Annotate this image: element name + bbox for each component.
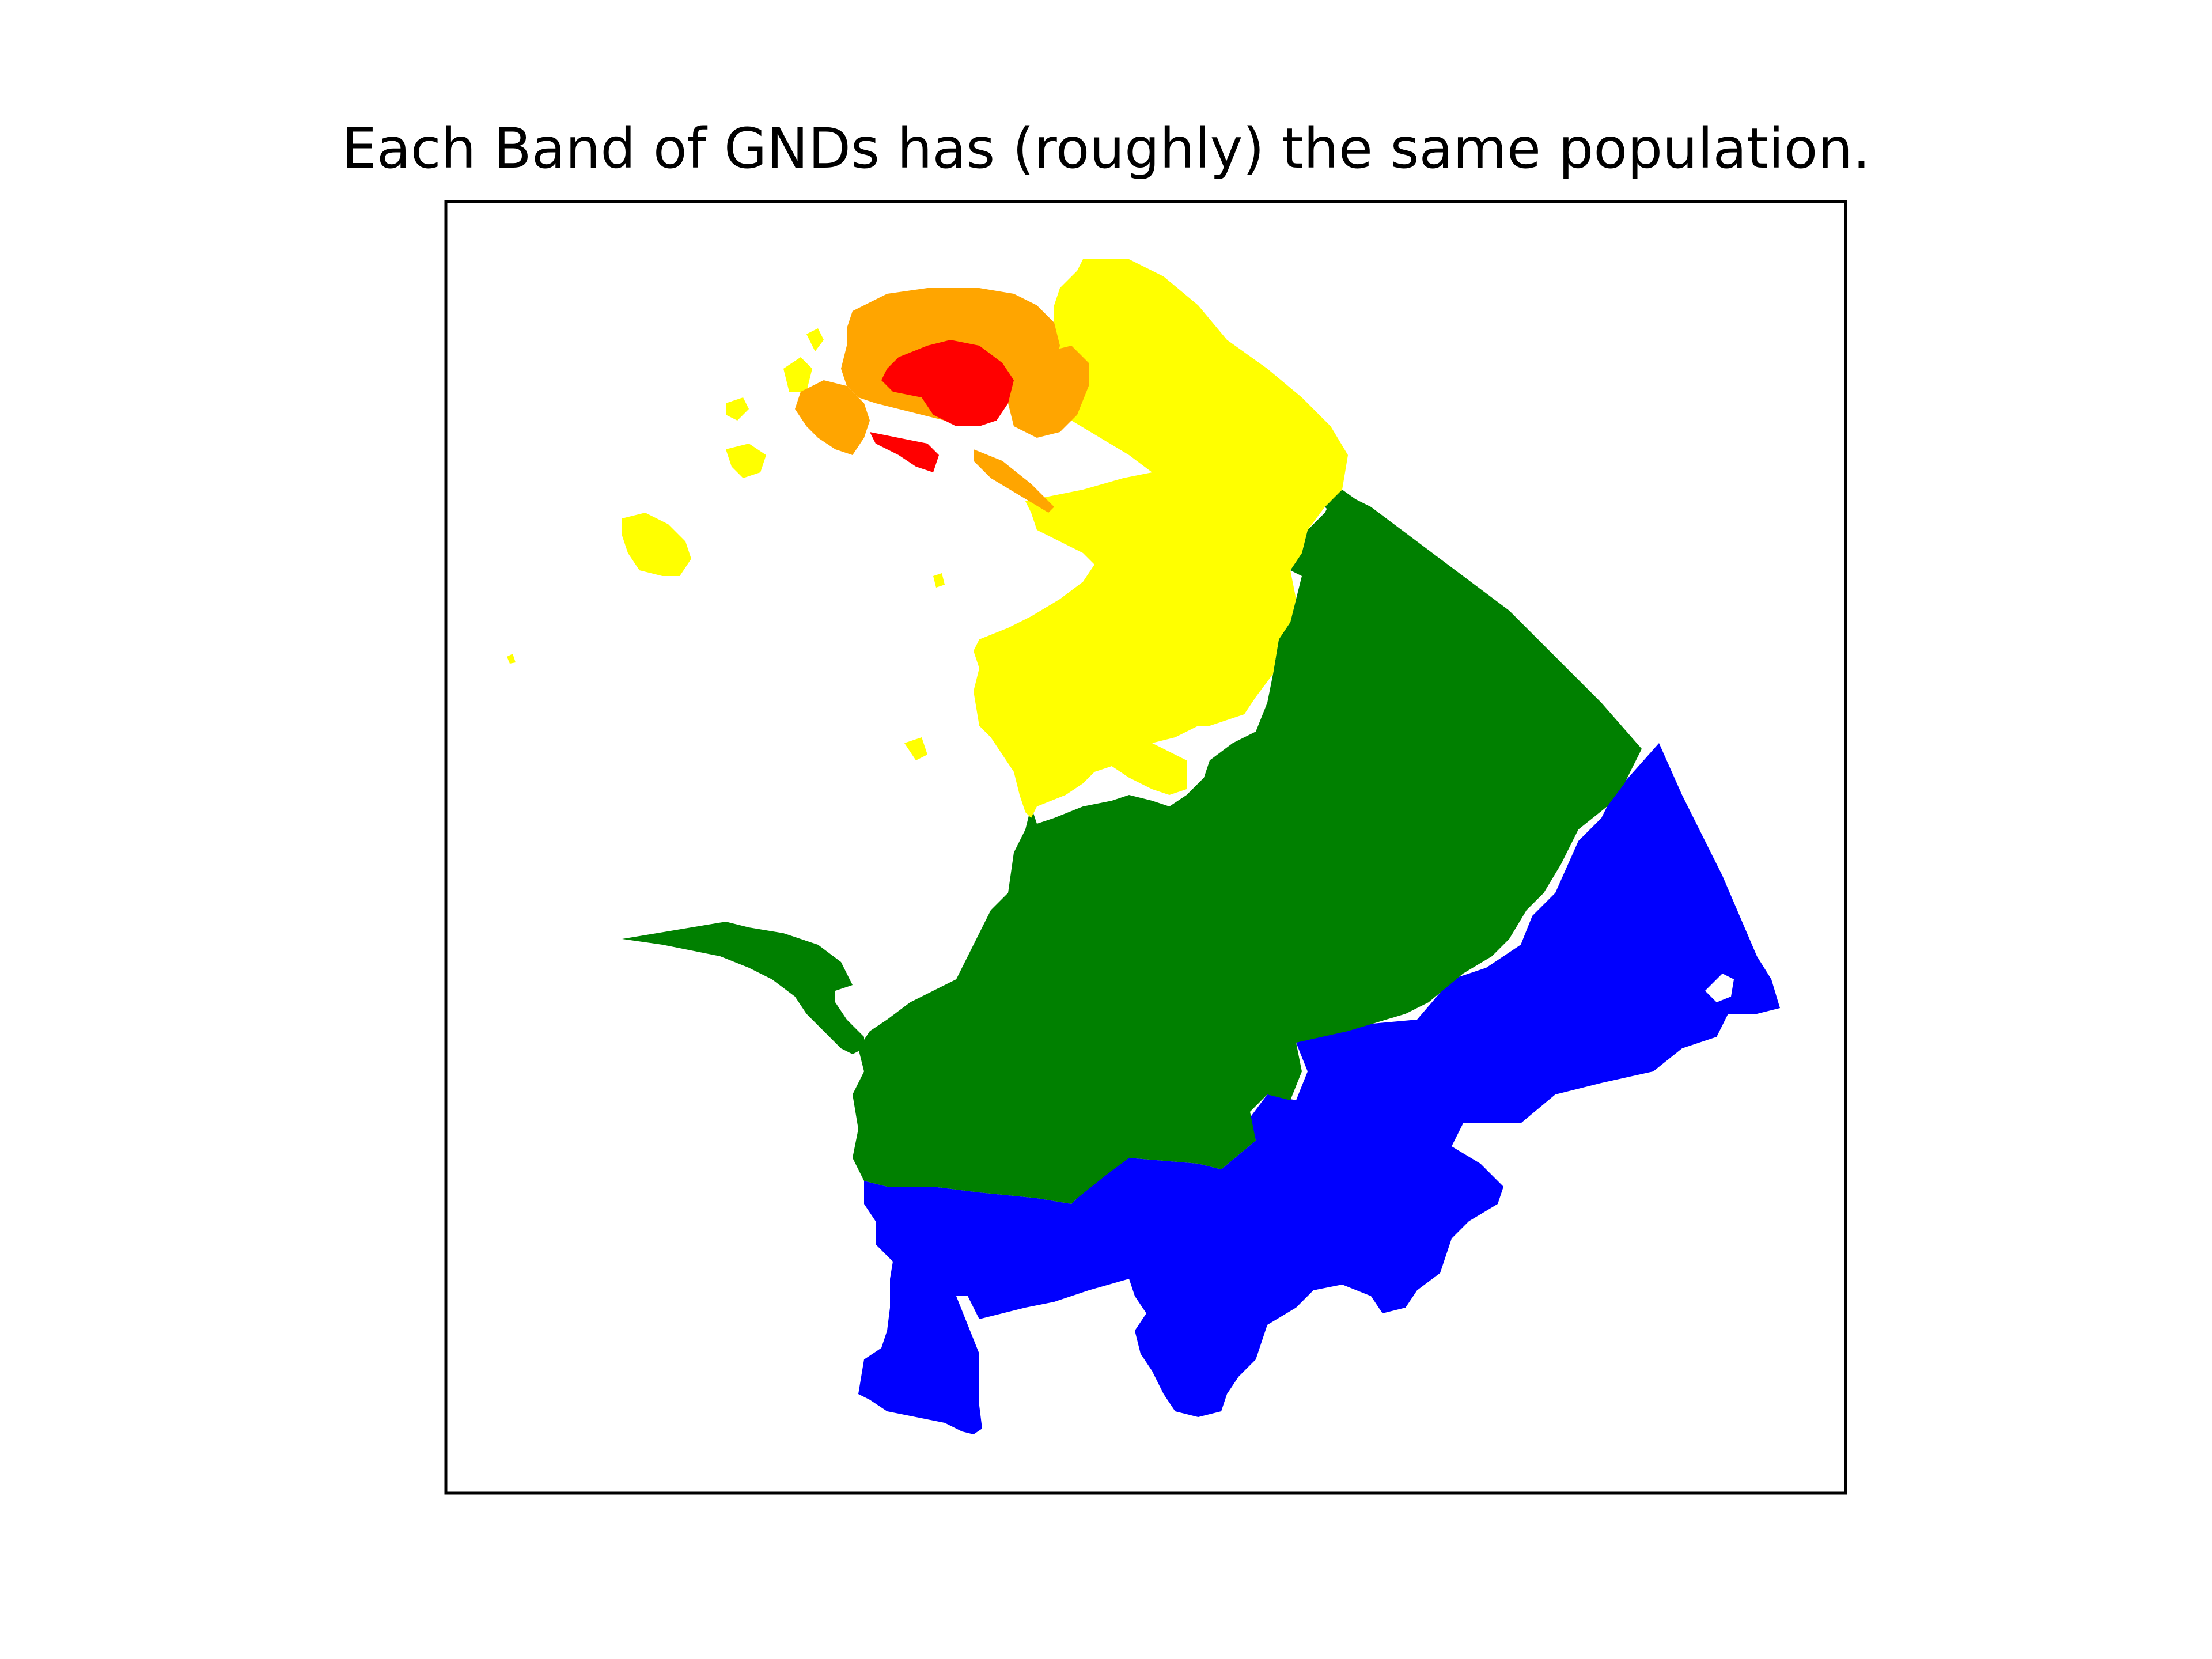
band-blue [858,743,1780,1434]
band-yellow-islet-2 [783,357,812,392]
band-red [870,340,1014,472]
band-orange-east [1008,346,1089,438]
band-yellow-islet-5 [507,654,516,664]
band-yellow-islet-1 [726,444,766,478]
band-red-south [870,432,939,472]
band-red-core [881,340,1014,426]
band-green-spit [622,922,864,1054]
band-yellow-islet-4 [904,737,927,760]
band-green-strip [1325,490,1486,611]
map-axes-frame [444,200,1847,1495]
band-blue-lagoon [1705,974,1734,1002]
band-green [622,490,1642,1204]
map-title: Each Band of GNDs has (roughly) the same… [342,116,1870,181]
band-orange-strip [974,449,1054,513]
band-orange-west [795,380,870,455]
band-blue-region [858,743,1780,1434]
band-yellow-islet-6 [933,573,945,588]
band-yellow-west-island [622,513,691,576]
band-yellow-islet-7 [806,328,824,351]
band-green-mainland [853,490,1642,1204]
band-yellow-islet-3 [726,397,749,421]
